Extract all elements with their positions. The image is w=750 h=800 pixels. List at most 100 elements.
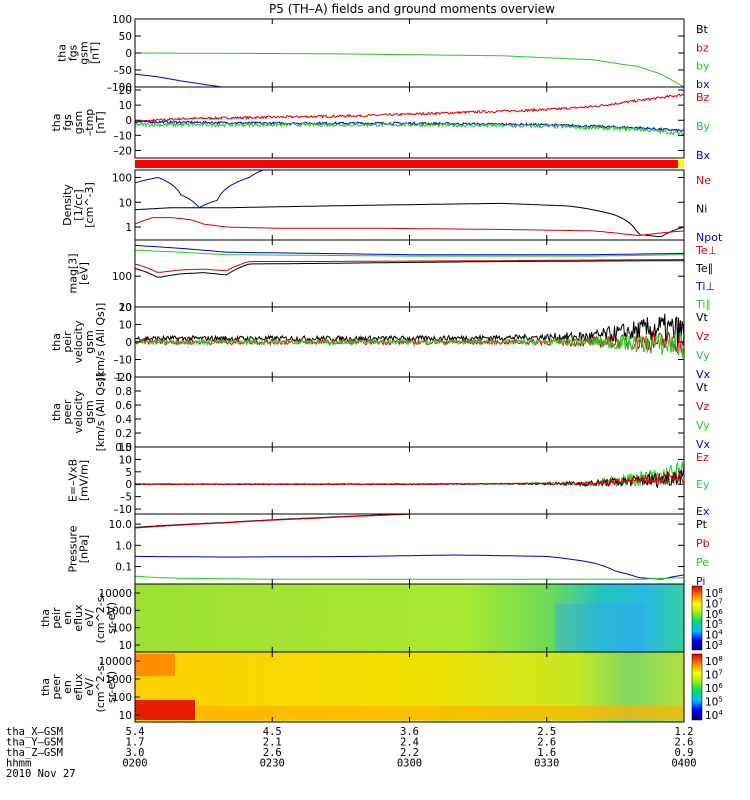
- series-fgs_gse-bx: [135, 73, 226, 87]
- legend-bz: bz: [696, 41, 709, 54]
- legend-Ey: Ey: [696, 478, 710, 491]
- spectrogram-peir_spec: [135, 584, 684, 652]
- spectrogram-blue-patch: [555, 604, 645, 652]
- y-tick-label: –10: [113, 504, 132, 516]
- legend-Vz: Vz: [696, 330, 710, 343]
- y-tick-label: 1000: [105, 605, 132, 617]
- y-axis-label: [eV]: [78, 262, 91, 285]
- y-tick-label: 0: [125, 337, 132, 349]
- y-tick-label: –20: [113, 145, 132, 157]
- series-density-Ne: [135, 217, 684, 236]
- x-axis-value: 0.9: [675, 747, 694, 759]
- y-axis-label: mag[3]: [67, 253, 80, 293]
- y-tick-label: 100: [112, 172, 132, 184]
- legend-Te∥: Te∥: [695, 262, 713, 275]
- legend-Vx: Vx: [696, 438, 711, 451]
- y-axis-label: tha: [50, 403, 63, 421]
- x-axis-value: 2.1: [263, 737, 282, 749]
- y-tick-label: 0.1: [115, 562, 132, 574]
- y-tick-label: –100: [107, 82, 132, 94]
- series-temp-Ti⊥: [135, 244, 684, 256]
- y-tick-label: 1000: [105, 674, 132, 686]
- series-fgs_gse2-Bx: [135, 119, 684, 133]
- x-axis-value: 1.7: [126, 737, 145, 749]
- y-axis-label: sr-eV): [105, 671, 118, 703]
- y-axis-label: tha: [56, 44, 69, 62]
- panel-temp: 100 10 mag[3][eV] Te⊥ Te∥ Ti⊥ Ti∥: [67, 239, 717, 314]
- colorbar-tick: 104: [705, 709, 723, 722]
- y-axis-label: tha: [39, 609, 52, 627]
- y-tick-label: 1: [125, 222, 132, 234]
- y-axis-label: [mV/m]: [78, 460, 91, 501]
- y-tick-label: 0.8: [115, 386, 132, 398]
- legend-Ti∥: Ti∥: [695, 298, 711, 311]
- y-axis-label: velocity: [72, 390, 85, 433]
- series-pressure-Pe: [135, 575, 684, 580]
- legend-Vz: Vz: [696, 400, 710, 413]
- panel-vel_peer: 1.0 0.8 0.6 0.4 0.2 0.0 thapeervelocitygsm[km/…: [50, 372, 711, 454]
- y-tick-label: 100: [112, 14, 132, 26]
- legend-Bx: Bx: [696, 149, 711, 162]
- x-axis-value: 0230: [260, 758, 285, 770]
- series-vel_peir-Vt: [135, 313, 684, 349]
- legend-Te⊥: Te⊥: [695, 244, 717, 257]
- y-axis-label: (cm^2-s-: [94, 662, 107, 713]
- x-axis-value: 1.6: [537, 747, 556, 759]
- y-tick-label: –50: [113, 65, 132, 77]
- legend-By: By: [696, 120, 711, 133]
- series-efield-Ez: [135, 470, 684, 487]
- y-axis-label: [1/cc]: [72, 189, 85, 220]
- y-axis-label: fgs: [67, 44, 80, 61]
- colorbar-peir_spec: [691, 585, 703, 651]
- y-axis-label: peir: [50, 607, 63, 629]
- series-density-Npot: [135, 170, 264, 209]
- y-axis-label: Density: [61, 184, 74, 226]
- y-axis-label: gsm: [83, 400, 96, 423]
- legend-Pi: Pi: [696, 575, 705, 588]
- series-fgs_gse2-Bz: [135, 93, 684, 124]
- y-tick-label: 0.2: [115, 428, 132, 440]
- y-axis-label: eV/: [83, 678, 96, 696]
- colorbar-tick: 105: [705, 696, 723, 709]
- x-axis-value: 2.6: [537, 737, 556, 749]
- legend-Ti⊥: Ti⊥: [695, 280, 715, 293]
- y-tick-label: 10000: [99, 656, 132, 668]
- legend-Pt: Pt: [696, 518, 708, 531]
- legend-by: by: [696, 60, 710, 73]
- legend-Ni: Ni: [696, 203, 707, 216]
- y-tick-label: 100: [112, 623, 132, 635]
- x-axis-value: 2.4: [400, 737, 419, 749]
- series-pressure-Pb: [135, 514, 410, 529]
- x-axis-row-label: tha_X–GSM: [6, 726, 63, 738]
- y-tick-label: 15: [119, 442, 132, 454]
- y-axis-label: peir: [61, 331, 74, 353]
- y-axis-label: [nT]: [89, 42, 102, 64]
- panel-mode_bar: [135, 160, 684, 168]
- y-tick-label: 10: [119, 640, 132, 652]
- colorbar-tick: 107: [705, 669, 723, 682]
- x-axis-value: 5.4: [126, 726, 145, 738]
- panel-pressure: 10.0 1.0 0.1 Pressure[nPa] Pt Pb Pe Pi: [67, 513, 710, 588]
- y-tick-label: 0.0: [115, 442, 132, 454]
- plot-title: P5 (TH–A) fields and ground moments over…: [269, 2, 555, 16]
- x-axis-value: 0330: [534, 758, 559, 770]
- y-tick-label: 10000: [99, 588, 132, 600]
- x-axis-value: 2.2: [400, 747, 419, 759]
- y-axis-label: en: [61, 611, 74, 625]
- legend-bx: bx: [696, 78, 710, 91]
- x-axis-value: 0200: [122, 758, 147, 770]
- y-axis-label: tha: [50, 113, 63, 131]
- mode-bar-end: [678, 160, 684, 168]
- x-axis-value: 3.0: [126, 747, 145, 759]
- x-axis-row-label: hhmm: [6, 758, 31, 770]
- legend-Npot: Npot: [696, 231, 723, 244]
- colorbar-peer_spec: [691, 653, 703, 721]
- spectrogram-low-band: [135, 706, 684, 720]
- y-tick-label: 0.6: [115, 400, 132, 412]
- y-tick-label: 10: [119, 302, 132, 314]
- x-axis-row-label: tha_Z–GSM: [6, 747, 63, 759]
